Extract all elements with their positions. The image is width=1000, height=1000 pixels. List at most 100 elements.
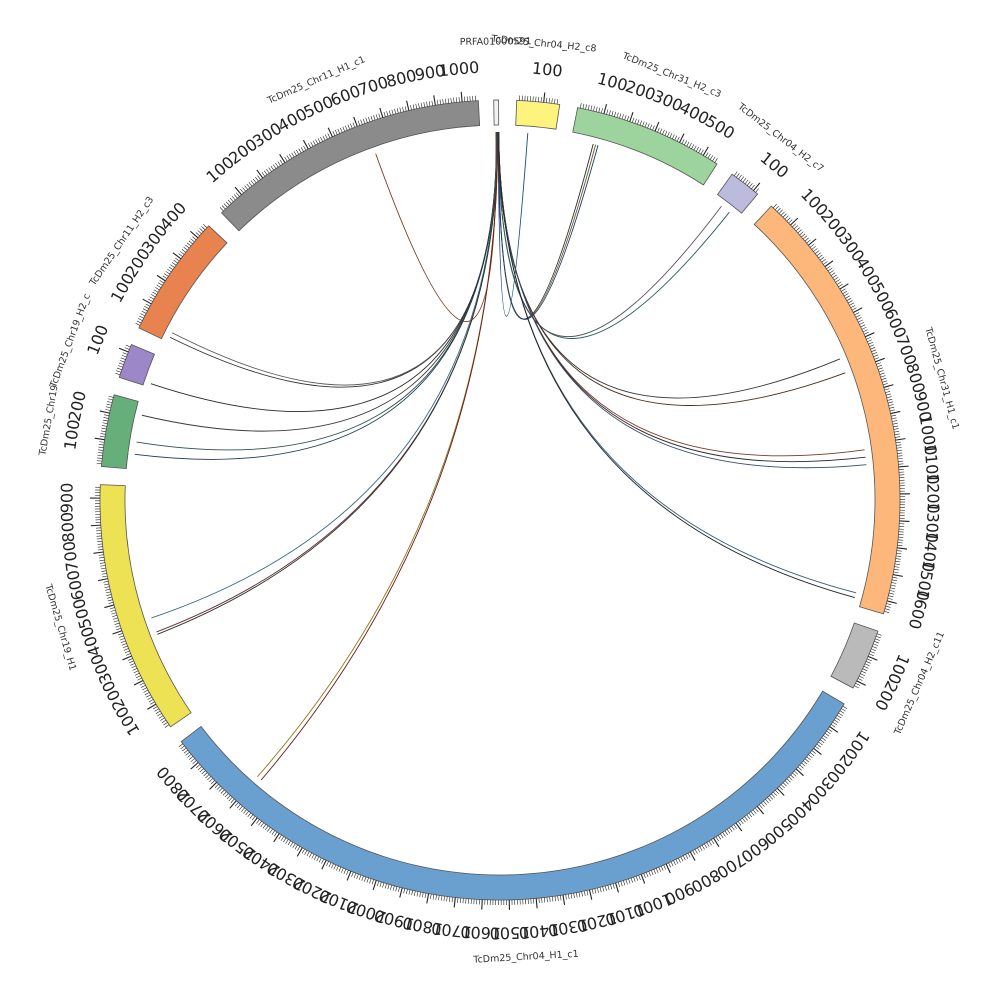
tick-chr11_h1_c1-300 [279,153,286,163]
tick-chr11_h1_c1-100 [234,186,242,196]
segment-PRFA01000591: PRFA01000591 [460,36,532,126]
tick-chr04_h1_c1-970 [648,871,651,877]
tick-chr19_h1-420 [115,625,121,628]
segment-chr31_h1_c1: 1002003004005006007008009001000110012001… [753,185,961,631]
tick-chr04_h1_c1-2490 [256,819,260,824]
tick-chr04_h1_c1-630 [729,827,733,832]
tick-chr11_h1_c1-910 [436,99,439,105]
tick-chr19_h1-90 [152,706,158,710]
tick-chr04_h1_c1-2840 [187,754,192,758]
tick-chr04_h1_c1-2700 [209,781,218,790]
tick-chr04_h2_c11-20 [875,635,881,639]
tick-chr04_h1_c1-500 [756,806,765,815]
tick-chr04_h1_c1-960 [650,870,654,876]
tick-chr04_h2_c8-120 [548,98,550,104]
tick-chr31_h2_c3-110 [606,109,609,115]
tick-chr31_h2_c3-410 [681,139,685,144]
tick-chr11_h1_c1-810 [410,104,412,110]
tick-chr11_h1_c1-440 [315,139,319,145]
tick-chr19_h1-140 [146,694,151,698]
tick-chr04_h1_c1-2740 [205,774,210,779]
tick-chr04_h2_c8-90 [540,97,542,103]
tick-chr11_h1_c1-730 [388,110,391,116]
tick-chr31_h1_c1-110 [792,223,797,228]
tick-chr04_h1_c1-690 [715,836,719,842]
tick-chr31_h1_c1-530 [856,317,862,320]
tick-chr31_h1_c1-1040 [896,449,902,452]
tick-chr04_h1_c1-730 [706,842,710,847]
tick-chr04_h2_c11-40 [874,641,879,644]
tick-chr11_h1_c1-40 [225,201,230,206]
link-PRFA01000591-chr31_h1_c1-20 [498,131,865,457]
tick-chr04_h1_c1-2380 [280,836,285,841]
link-PRFA01000591-chr31_h2_c3-15 [497,131,599,320]
tick-chr11_h1_c1-1000 [460,91,463,102]
tick-chr04_h2_c11-180 [859,675,864,679]
tick-chr04_h1_c1-1780 [432,894,435,900]
tick-chr31_h2_c3-420 [684,140,687,146]
tick-chr04_h1_c1-2860 [183,749,189,754]
tick-chr31_h1_c1-390 [838,283,843,288]
tick-chr31_h2_c3-370 [671,134,675,140]
tick-chr11_h1_c1-590 [352,122,356,128]
tick-chr31_h2_c3-360 [669,133,673,138]
tick-chr11_h2_c3-370 [188,240,193,245]
tick-chr31_h2_c3-450 [691,144,695,149]
tick-chr04_h1_c1-2070 [356,873,359,879]
tick-chr04_h1_c1-2340 [290,842,294,847]
tick-chr04_h1_c1-1270 [570,893,573,899]
tick-label-chr04_h2_c7-100: 100 [757,148,793,182]
tick-chr19_h1-410 [116,627,122,631]
tick-chr19_h1-640 [100,567,106,570]
tick-chr04_h1_c1-50 [836,715,842,719]
tick-chr04_h1_c1-320 [792,772,797,777]
tick-label-chr19_h1-800: 800 [57,511,78,543]
tick-chr19_h2_c-120 [125,344,131,348]
tick-chr04_h1_c1-40 [838,712,843,716]
tick-chr11_h1_c1-880 [428,101,431,107]
tick-chr31_h1_c1-70 [784,215,789,220]
tick-chr31_h2_c3-330 [662,129,665,135]
tick-chr19_h1-120 [148,699,154,703]
tick-chr31_h1_c1-230 [813,248,818,252]
segment-label-chr04_h1_c1: TcDm25_Chr04_H1_c1 [472,949,579,966]
tick-chr11_h1_c1-790 [404,106,407,112]
tick-chr11_h1_c1-540 [339,127,343,133]
segment-arc-chr11_h1_c1 [220,100,481,232]
tick-chr31_h1_c1-1100 [898,465,909,468]
tick-chr31_h2_c3-350 [667,132,670,137]
tick-chr11_h2_c3-320 [180,251,185,255]
segment-chr04_h1_c1: 1002003004005006007008009001000110012001… [153,690,873,966]
tick-chr11_h1_c1-680 [375,114,378,120]
tick-label-chr11_h1_c1-900: 900 [413,61,446,85]
tick-chr11_h1_c1-950 [447,98,450,104]
tick-chr04_h1_c1-740 [704,843,708,849]
tick-chr11_h1_c1-520 [334,129,338,135]
tick-chr11_h1_c1-250 [270,165,274,171]
tick-chr04_h1_c1-370 [782,782,787,787]
tick-chr31_h1_c1-40 [778,209,783,214]
tick-chr04_h1_c1-2610 [230,798,235,803]
tick-chr11_h1_c1-340 [291,152,295,158]
tick-chr11_h2_c3-100 [142,298,152,305]
tick-label-chr31_h1_c1-1400: 1400 [918,530,942,573]
tick-chr04_h1_c1-2720 [209,778,214,783]
tick-chr31_h1_c1-960 [893,428,899,430]
tick-chr19_h1-560 [105,588,111,591]
tick-chr04_h1_c1-1330 [554,896,556,902]
tick-chr31_h1_c1-60 [782,213,787,218]
tick-chr31_h2_c3-270 [647,123,650,129]
tick-chr04_h1_c1-650 [724,830,728,836]
tick-chr31_h1_c1-670 [872,352,878,355]
tick-chr31_h1_c1-850 [887,398,893,401]
tick-chr19_h1-650 [100,565,106,567]
tick-chr04_h1_c1-170 [818,741,823,746]
tick-chr11_h1_c1-290 [279,159,283,165]
tick-chr11_h1_c1-610 [357,120,361,126]
tick-chr11_h1_c1-480 [325,134,328,140]
tick-chr19_h1-10 [164,724,170,728]
tick-chr19_c-30 [97,457,103,459]
tick-chr19_c-80 [98,444,104,446]
tick-chr04_h1_c1-2320 [294,844,298,850]
tick-chr31_h1_c1-620 [867,339,873,342]
